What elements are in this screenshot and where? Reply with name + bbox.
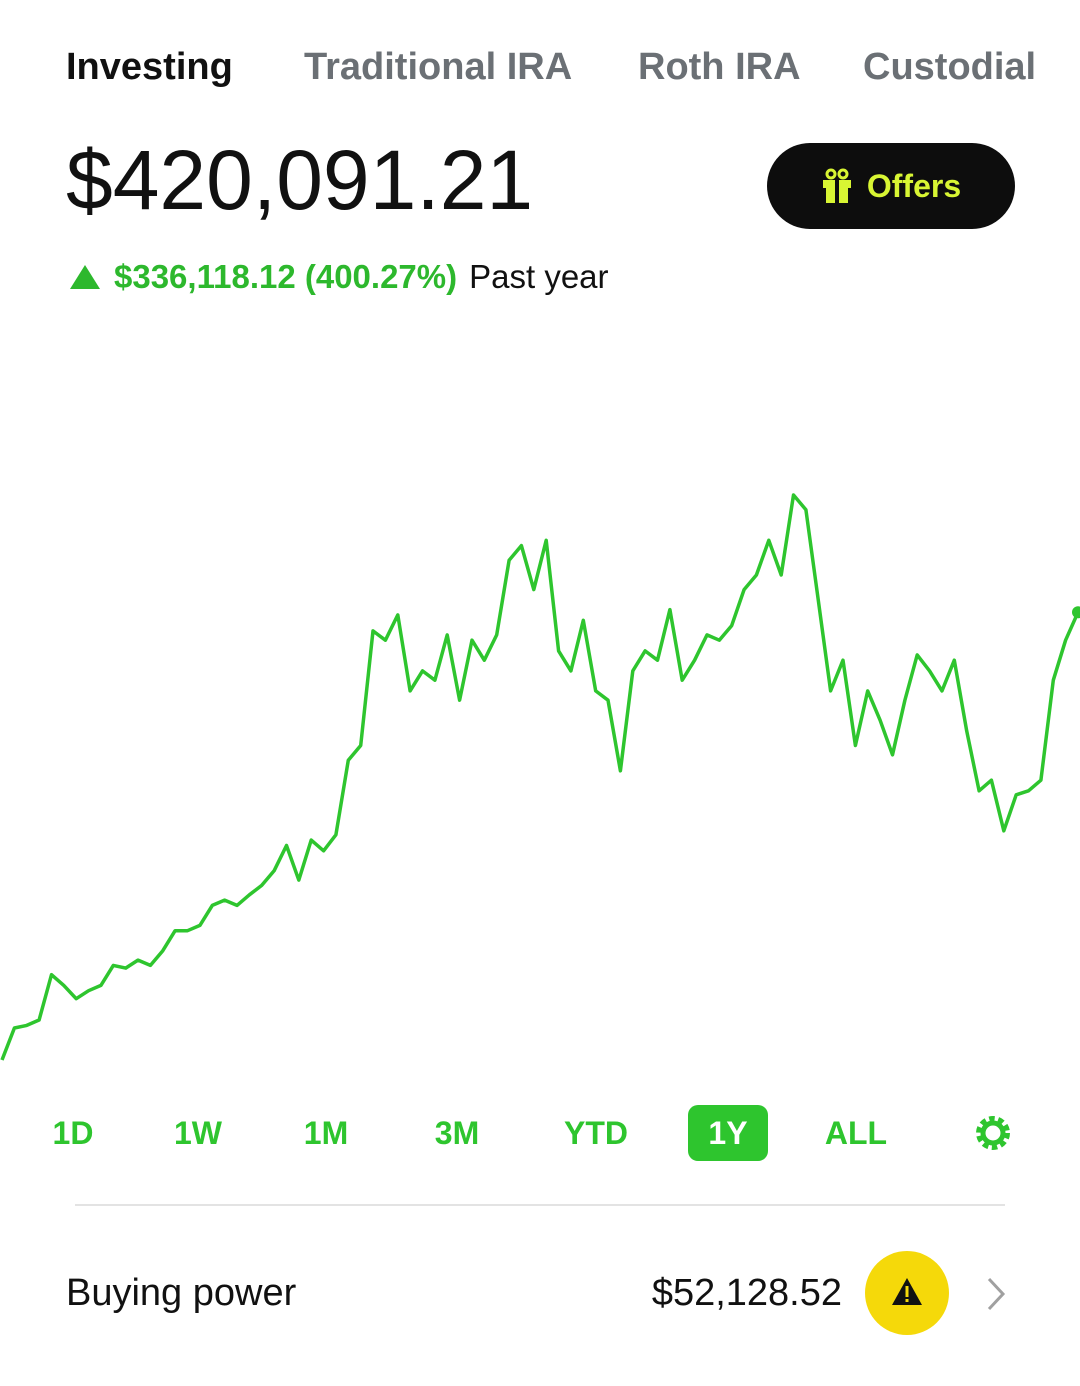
- divider: [75, 1204, 1005, 1206]
- offers-label: Offers: [866, 167, 962, 204]
- buying-power-label: Buying power: [66, 1272, 297, 1314]
- end-dot: [1072, 606, 1080, 619]
- chart: [0, 493, 1080, 1061]
- chevron: [987, 1277, 1006, 1311]
- timeframe[interactable]: YTD: [564, 1115, 628, 1151]
- tab[interactable]: Roth IRA: [638, 46, 801, 88]
- change-period: Past year: [469, 258, 609, 295]
- price-line: [0, 493, 1080, 1061]
- timeframe[interactable]: 3M: [434, 1115, 480, 1151]
- timeframe[interactable]: 1M: [303, 1115, 349, 1151]
- buying-power-row[interactable]: Buying power $52,128.52: [66, 1250, 1026, 1340]
- timeframe[interactable]: 1Y: [688, 1105, 768, 1161]
- timeframe[interactable]: ALL: [824, 1115, 888, 1151]
- timeframe[interactable]: 1W: [174, 1115, 222, 1151]
- offers-button[interactable]: Offers: [767, 143, 1015, 229]
- tab[interactable]: Traditional IRA: [304, 46, 573, 88]
- change-amount: $336,118.12 (400.27%): [114, 258, 458, 295]
- gift-icon: [822, 168, 851, 204]
- warning-icon: [865, 1251, 949, 1335]
- tab[interactable]: Custodial: [863, 46, 1037, 88]
- timeframe[interactable]: 1D: [52, 1115, 94, 1151]
- settings-icon[interactable]: [973, 1113, 1013, 1153]
- balance: $420,091.21: [66, 133, 534, 227]
- buying-power-value: $52,128.52: [651, 1272, 842, 1314]
- tab[interactable]: Investing: [66, 46, 233, 88]
- change-row: $336,118.12 (400.27%) Past year: [68, 258, 609, 296]
- up-arrow: [70, 265, 100, 289]
